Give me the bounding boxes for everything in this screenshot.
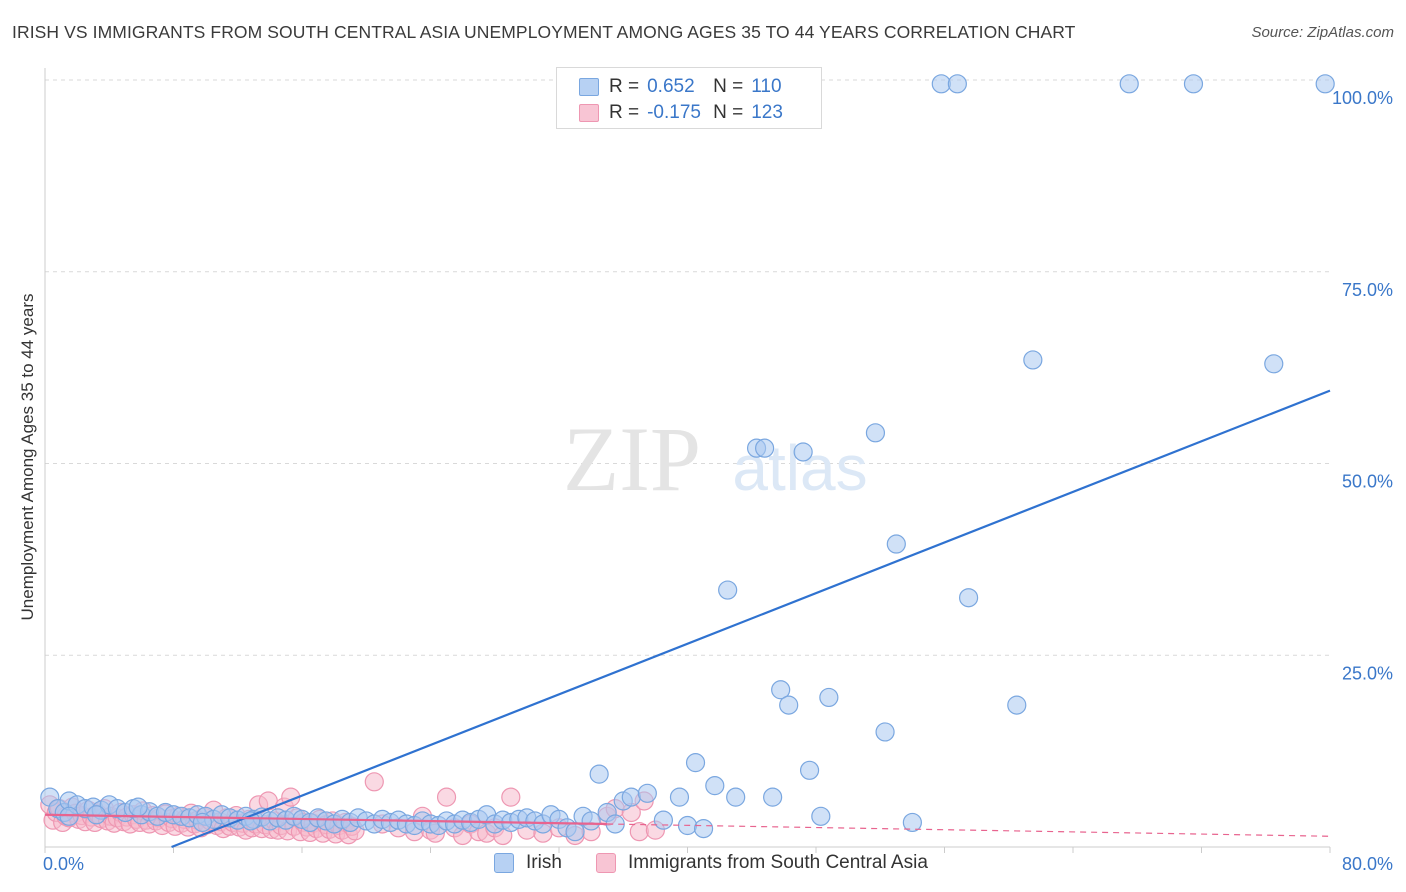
watermark-zip: ZIP <box>563 408 701 510</box>
legend-swatch-immigrants <box>596 853 616 873</box>
data-point-irish <box>779 695 799 715</box>
legend-row-irish: R = 0.652 N = 110 <box>579 75 782 99</box>
legend-row-immigrants: R = -0.175 N = 123 <box>579 101 783 125</box>
legend-swatch-immigrants <box>579 104 599 122</box>
chart-title: IRISH VS IMMIGRANTS FROM SOUTH CENTRAL A… <box>12 22 1076 42</box>
legend-n-label: N = <box>713 102 744 123</box>
data-point-irish <box>1264 354 1284 374</box>
data-point-irish <box>718 580 738 600</box>
legend-swatch-irish <box>494 853 514 873</box>
data-point-irish <box>653 810 674 830</box>
correlation-legend: R = 0.652 N = 110 R = -0.175 N = 123 <box>556 67 822 129</box>
data-point-irish <box>705 776 725 796</box>
data-point-irish <box>799 760 820 780</box>
legend-label-immigrants: Immigrants from South Central Asia <box>628 852 928 873</box>
y-tick-label: 100.0% <box>1332 88 1393 108</box>
data-point-irish <box>1023 350 1043 370</box>
data-point-irish <box>128 797 148 817</box>
trend-line-irish <box>171 389 1331 849</box>
data-point-irish <box>902 812 922 833</box>
data-point-irish <box>771 680 791 700</box>
data-point-irish <box>793 442 813 462</box>
legend-r-label: R = <box>609 76 640 97</box>
data-point-immigrants <box>364 772 384 792</box>
data-point-irish <box>637 783 657 803</box>
legend-swatch-irish <box>579 78 599 96</box>
data-point-irish <box>886 534 906 554</box>
data-point-irish <box>669 787 690 807</box>
grid-lines <box>45 79 1330 656</box>
data-point-irish <box>1183 74 1204 94</box>
data-point-irish <box>947 74 967 94</box>
legend-r-value: 0.652 <box>647 76 695 97</box>
trend-line-immigrants <box>44 813 608 826</box>
legend-item-immigrants[interactable]: Immigrants from South Central Asia <box>596 852 928 874</box>
data-point-irish <box>589 764 609 784</box>
legend-n-value: 110 <box>751 76 782 97</box>
data-point-irish <box>958 588 979 608</box>
legend-r-value: -0.175 <box>647 102 701 123</box>
data-point-irish <box>241 811 261 831</box>
data-point-irish <box>875 722 895 742</box>
data-point-irish <box>693 818 714 839</box>
data-point-irish <box>865 423 886 443</box>
y-axis-label: Unemployment Among Ages 35 to 44 years <box>18 293 37 621</box>
data-point-immigrants <box>436 787 457 807</box>
data-point-irish <box>1315 74 1335 94</box>
data-point-irish <box>811 806 831 826</box>
data-point-irish <box>581 811 601 831</box>
trend-line-immigrants-extension <box>607 823 1331 837</box>
tick-labels: 25.0% 50.0% 75.0% 100.0% 0.0% 80.0% <box>43 88 1393 874</box>
y-tick-label: 50.0% <box>1342 472 1393 492</box>
legend-item-irish[interactable]: Irish <box>494 852 562 874</box>
data-point-irish <box>754 438 775 458</box>
y-tick-label: 25.0% <box>1342 663 1393 683</box>
data-point-irish <box>726 787 746 807</box>
legend-n-value: 123 <box>751 102 783 123</box>
source-credit[interactable]: Source: ZipAtlas.com <box>1251 24 1394 41</box>
y-tick-label: 75.0% <box>1342 280 1393 300</box>
data-point-immigrants <box>629 822 649 842</box>
data-point-irish <box>192 812 213 833</box>
legend-r-label: R = <box>609 102 640 123</box>
data-point-irish <box>685 753 706 773</box>
watermark: ZIP atlas <box>563 408 868 510</box>
legend-label-irish: Irish <box>526 852 562 873</box>
data-point-irish <box>1119 74 1139 94</box>
series-legend: Irish Immigrants from South Central Asia <box>0 852 1406 878</box>
legend-n-label: N = <box>713 76 744 97</box>
data-point-irish <box>1007 695 1027 715</box>
data-point-immigrants <box>501 787 521 807</box>
axes <box>44 68 1331 853</box>
data-point-irish <box>819 687 839 708</box>
data-point-irish <box>763 787 783 807</box>
x-tick-label: 0.0% <box>43 854 84 874</box>
trend-lines <box>44 389 1331 849</box>
data-point-irish <box>931 74 951 94</box>
x-tick-label: 80.0% <box>1342 854 1393 874</box>
data-point-irish <box>621 787 641 807</box>
